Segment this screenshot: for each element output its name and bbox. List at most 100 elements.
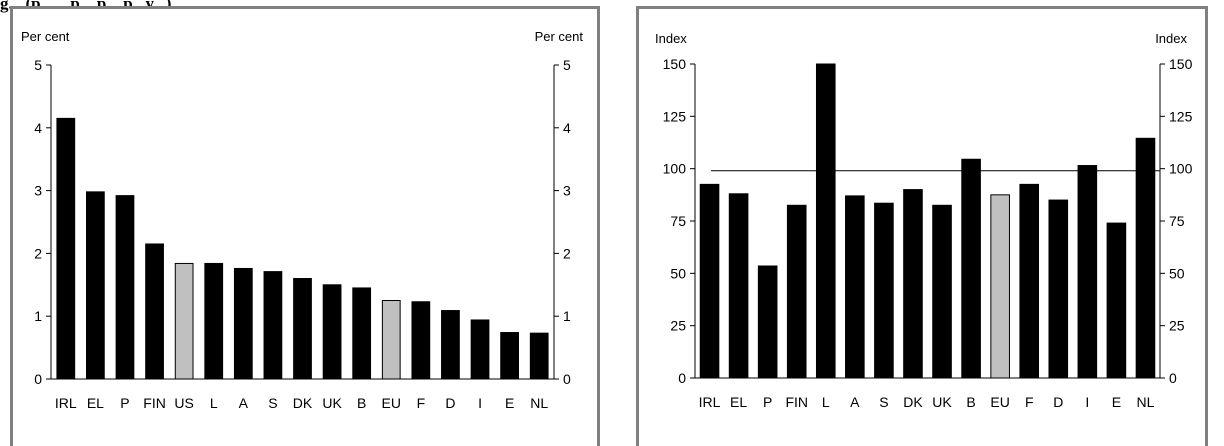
- y-axis-label-right: Index: [1155, 31, 1187, 46]
- x-tick-label: FIN: [785, 394, 808, 410]
- y-tick-label-left: 0: [678, 370, 686, 386]
- bar-irl: [56, 117, 76, 380]
- y-tick-label-left: 2: [34, 245, 42, 261]
- bar-i: [1077, 165, 1098, 379]
- y-tick-label-left: 100: [663, 161, 687, 177]
- x-tick-label: S: [879, 394, 888, 410]
- x-tick-label: EU: [382, 395, 401, 411]
- x-tick-label: F: [1025, 394, 1034, 410]
- chart-panel-right: Index Index 0 0 25 25 50 50 75 75 100 100 125 125 150 1…: [636, 6, 1208, 446]
- bar-a: [233, 267, 253, 380]
- x-tick-label: E: [1112, 394, 1121, 410]
- x-tick-label: B: [357, 395, 366, 411]
- bar-e: [500, 332, 519, 380]
- bar-d: [1048, 199, 1069, 379]
- bar-l: [204, 262, 224, 380]
- bar-nl: [1135, 137, 1156, 379]
- y-tick-label-right: 3: [563, 183, 571, 199]
- x-tick-label: L: [822, 394, 830, 410]
- x-tick-label: B: [966, 394, 975, 410]
- y-tick-label-left: 4: [34, 120, 42, 136]
- y-tick-label-right: 5: [563, 57, 571, 73]
- bar-p: [115, 195, 135, 380]
- bar-f: [411, 301, 431, 380]
- y-tick-label-right: 150: [1169, 56, 1193, 72]
- x-tick-label: NL: [530, 395, 548, 411]
- bar-dk: [903, 189, 923, 379]
- x-tick-label: D: [445, 395, 455, 411]
- bar-el: [86, 191, 105, 380]
- y-tick-label-right: 0: [1169, 370, 1177, 386]
- y-tick-label-right: 50: [1169, 265, 1185, 281]
- x-tick-label: A: [239, 395, 249, 411]
- y-axis-label-left: Index: [655, 31, 687, 46]
- x-tick-label: DK: [293, 395, 313, 411]
- y-tick-label-right: 0: [563, 371, 571, 387]
- bar-el: [728, 193, 749, 379]
- y-tick-label-left: 25: [670, 318, 686, 334]
- y-tick-label-left: 75: [670, 213, 686, 229]
- x-tick-label: E: [505, 395, 514, 411]
- bar-s: [874, 202, 894, 379]
- x-tick-label: UK: [322, 395, 342, 411]
- y-tick-label-left: 5: [34, 57, 42, 73]
- bar-chart-right: Index Index 0 0 25 25 50 50 75 75 100 100 125 125 150 1…: [655, 31, 1193, 410]
- bar-us: [174, 262, 194, 380]
- bar-a: [845, 195, 865, 379]
- x-tick-label: F: [417, 395, 426, 411]
- y-axis-label-right: Per cent: [535, 29, 584, 44]
- y-tick-label-right: 2: [563, 245, 571, 261]
- y-tick-label-right: 100: [1169, 161, 1193, 177]
- y-tick-label-right: 25: [1169, 318, 1185, 334]
- x-tick-label: NL: [1137, 394, 1155, 410]
- bar-irl: [699, 183, 720, 379]
- x-tick-label: IRL: [699, 394, 721, 410]
- bar-e: [1106, 222, 1127, 379]
- x-tick-label: US: [174, 395, 193, 411]
- x-tick-label: P: [763, 394, 772, 410]
- bar-uk: [932, 204, 952, 379]
- bar-eu: [990, 194, 1010, 379]
- bar-i: [470, 319, 490, 380]
- bar-b: [961, 158, 981, 379]
- bar-chart-left: Per cent Per cent 0 0 1 1 2 2 3 3 4 4 5 5 IRL EL P FIN US L…: [21, 29, 584, 411]
- y-tick-label-left: 3: [34, 183, 42, 199]
- y-tick-label-right: 75: [1169, 213, 1185, 229]
- x-tick-label: A: [850, 394, 860, 410]
- bar-eu: [381, 300, 401, 380]
- x-tick-label: I: [478, 395, 482, 411]
- bar-d: [441, 310, 460, 380]
- x-tick-label: FIN: [143, 395, 166, 411]
- bar-uk: [322, 284, 342, 380]
- y-tick-label-left: 150: [663, 56, 687, 72]
- bar-f: [1019, 183, 1040, 379]
- y-tick-label-right: 1: [563, 308, 571, 324]
- y-axis-label-left: Per cent: [21, 29, 70, 44]
- y-tick-label-left: 50: [670, 265, 686, 281]
- x-tick-label: D: [1053, 394, 1063, 410]
- bar-fin: [786, 204, 807, 379]
- y-tick-label-left: 1: [34, 308, 42, 324]
- x-tick-label: EL: [730, 394, 747, 410]
- bar-s: [263, 271, 283, 380]
- x-tick-label: EL: [87, 395, 104, 411]
- x-tick-label: IRL: [55, 395, 77, 411]
- x-tick-label: EU: [990, 394, 1009, 410]
- x-tick-label: L: [210, 395, 218, 411]
- bar-dk: [293, 278, 312, 380]
- bar-nl: [529, 332, 549, 380]
- bar-p: [757, 265, 778, 379]
- bar-l: [815, 63, 836, 379]
- y-tick-label-left: 0: [34, 371, 42, 387]
- y-tick-label-right: 4: [563, 120, 571, 136]
- bar-fin: [145, 243, 164, 380]
- x-tick-label: I: [1085, 394, 1089, 410]
- bar-b: [352, 287, 372, 380]
- chart-panel-left: Per cent Per cent 0 0 1 1 2 2 3 3 4 4 5 5 IRL EL P FIN US L…: [10, 6, 600, 446]
- x-tick-label: P: [120, 395, 129, 411]
- x-tick-label: S: [268, 395, 277, 411]
- x-tick-label: UK: [932, 394, 952, 410]
- x-tick-label: DK: [903, 394, 923, 410]
- y-tick-label-right: 125: [1169, 108, 1193, 124]
- y-tick-label-left: 125: [663, 108, 687, 124]
